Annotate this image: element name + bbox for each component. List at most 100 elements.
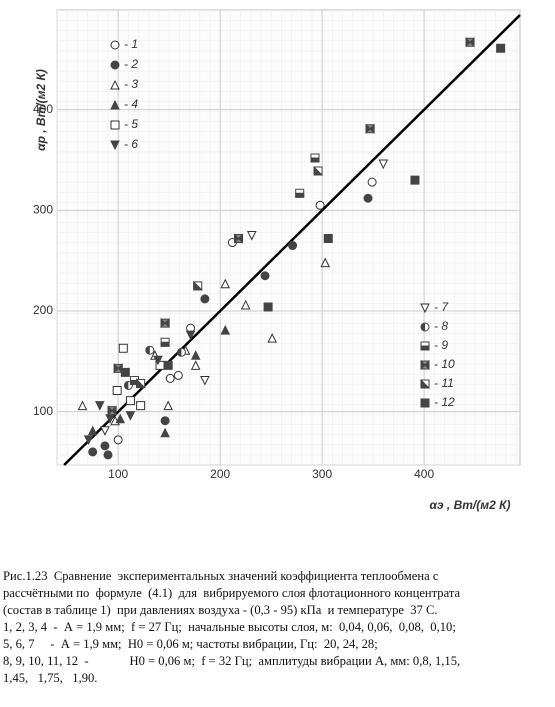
marker-shape xyxy=(420,303,430,314)
plot-area xyxy=(56,9,521,466)
point xyxy=(113,363,123,374)
marker-shape xyxy=(200,294,210,304)
marker-shape xyxy=(112,386,122,396)
point xyxy=(110,99,120,110)
marker-shape xyxy=(88,447,98,457)
point xyxy=(315,200,325,210)
marker-shape xyxy=(115,413,126,424)
marker-shape xyxy=(200,375,210,386)
marker-shape xyxy=(87,425,98,436)
marker-shape xyxy=(145,346,150,355)
point xyxy=(420,322,430,332)
marker-shape xyxy=(240,299,251,310)
marker-shape xyxy=(177,348,182,357)
marker-shape xyxy=(365,123,375,134)
marker-shape xyxy=(160,341,170,347)
caption-line: 8, 9, 10, 11, 12 - Н0 = 0,06 м; f = 32 Г… xyxy=(3,654,461,668)
marker-shape xyxy=(260,271,270,281)
caption-line: рассчётными по формуле (4.1) для вибриру… xyxy=(3,586,461,600)
marker-shape xyxy=(118,343,128,353)
legend-label: - 1 xyxy=(124,37,138,51)
point xyxy=(200,294,210,304)
point xyxy=(313,165,324,176)
marker-shape xyxy=(267,333,277,343)
marker-shape xyxy=(190,360,201,370)
marker-shape xyxy=(310,157,320,163)
legend-label: - 7 xyxy=(434,300,449,314)
marker-shape xyxy=(363,193,373,203)
marker-shape xyxy=(110,120,120,130)
point xyxy=(220,324,231,335)
marker-shape xyxy=(110,99,120,110)
point xyxy=(465,37,475,48)
legend-label: - 11 xyxy=(434,376,454,390)
x-tick-label: 200 xyxy=(210,467,230,481)
y-tick-label: 400 xyxy=(33,102,53,116)
caption-line: Рис.1.23 Сравнение экспериментальных зна… xyxy=(3,569,439,583)
point xyxy=(103,450,113,460)
marker-shape xyxy=(190,350,201,360)
x-tick-label: 100 xyxy=(108,467,128,481)
point xyxy=(77,400,88,411)
diagonal-line xyxy=(63,14,521,466)
marker-shape xyxy=(95,401,105,411)
marker-shape xyxy=(234,233,244,244)
point xyxy=(367,177,377,187)
point xyxy=(267,333,277,343)
point xyxy=(240,299,251,310)
point xyxy=(107,405,117,416)
point xyxy=(363,193,373,203)
point xyxy=(112,386,122,396)
marker-shape xyxy=(113,363,123,374)
marker-shape xyxy=(110,140,120,151)
marker-shape xyxy=(163,360,173,370)
point xyxy=(110,120,120,130)
point xyxy=(420,303,430,314)
caption-line: (состав в таблице 1) при давлениях возду… xyxy=(3,603,438,617)
point xyxy=(246,230,257,241)
point xyxy=(185,330,196,341)
marker-shape xyxy=(125,396,135,406)
point xyxy=(310,153,320,163)
point xyxy=(110,140,120,151)
point xyxy=(173,370,183,380)
marker-shape xyxy=(103,450,113,460)
marker-shape xyxy=(165,373,175,383)
point xyxy=(125,396,135,406)
caption-line: 5, 6, 7 - А = 1,9 мм; Н0 = 0,06 м; часто… xyxy=(3,637,378,651)
marker-shape xyxy=(246,230,257,241)
marker-shape xyxy=(124,381,129,390)
marker-shape xyxy=(421,323,425,331)
marker-shape xyxy=(160,427,170,438)
marker-shape xyxy=(315,200,325,210)
point xyxy=(323,234,333,244)
point xyxy=(320,257,331,268)
marker-shape xyxy=(288,241,298,251)
marker-shape xyxy=(320,257,331,268)
marker-shape xyxy=(193,280,203,291)
marker-shape xyxy=(295,192,305,198)
marker-shape xyxy=(263,302,273,312)
marker-shape xyxy=(496,43,506,53)
y-tick-label: 100 xyxy=(33,404,53,418)
point xyxy=(110,60,120,70)
point xyxy=(420,359,430,371)
point xyxy=(145,345,155,355)
chart: αр , Вт/(м2 К) αэ , Вт/(м2 К) 100 200 300 4… xyxy=(33,9,521,512)
point xyxy=(288,241,298,251)
point xyxy=(153,355,163,366)
point xyxy=(100,426,110,436)
marker-shape xyxy=(420,398,430,408)
marker-shape xyxy=(77,400,88,411)
marker-shape xyxy=(160,317,170,329)
marker-shape xyxy=(125,411,136,421)
marker-shape xyxy=(110,79,120,90)
point xyxy=(295,188,305,198)
marker-shape xyxy=(110,40,120,50)
marker-shape xyxy=(185,330,196,341)
marker-shape xyxy=(107,405,117,416)
point xyxy=(136,401,146,411)
point xyxy=(100,441,110,451)
y-tick-label: 300 xyxy=(33,202,53,216)
marker-shape xyxy=(83,435,94,445)
